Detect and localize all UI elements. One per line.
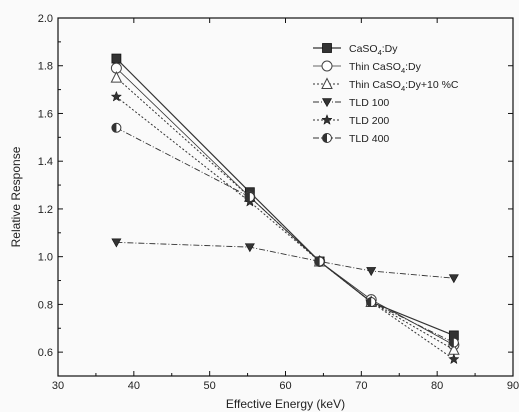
legend-label: CaSO4:Dy [349,43,398,57]
y-tick-label: 1.4 [38,156,53,168]
legend-item-3: Thin CaSO4:Dy+10 %C [313,77,459,93]
x-tick-label: 70 [355,380,367,392]
series-6-point [314,256,325,267]
series-6-point [366,297,377,308]
legend-item-6: TLD 400 [313,133,389,145]
plot-frame [57,17,514,377]
series-5-point [448,353,460,365]
x-tick-label: 60 [279,380,291,392]
x-tick-label: 50 [204,380,216,392]
series-4-point [244,243,255,253]
legend-marker [321,77,333,89]
y-tick-label: 1.2 [38,204,53,216]
series-6-point-fill [111,123,117,133]
series-6-point-fill [366,297,372,307]
x-axis-title: Effective Energy (keV) [226,397,345,411]
series-5-point [110,90,123,102]
legend-label: TLD 400 [349,133,389,145]
x-tick-label: 30 [52,380,64,392]
series-3-line [116,77,455,351]
series-4-point [111,238,122,248]
series-4-line [116,241,454,279]
legend-item-2: Thin CaSO4:Dy [313,60,422,75]
legend-marker [321,60,333,72]
series-6-point-fill [315,256,320,266]
y-tick-label: 1.8 [38,61,53,73]
y-tick-label: 0.6 [38,347,53,359]
series-layer [110,53,460,365]
series-1-line [115,58,455,336]
x-tick-label: 90 [507,380,519,392]
series-1-point [111,53,122,64]
series-4 [111,238,459,284]
series-6-point [244,192,255,202]
series-6 [111,122,459,348]
legend-item-4: TLD 100 [313,97,389,109]
legend-marker [322,43,332,53]
legend-label: Thin CaSO4:Dy [349,61,422,75]
legend-label: TLD 200 [349,115,389,127]
series-4-point [448,274,459,284]
series-3-point [110,71,123,83]
y-tick-label: 1.6 [38,108,53,120]
y-axis-title: Relative Response [9,146,23,247]
y-tick-label: 1.0 [38,252,53,264]
legend-item-1: CaSO4:Dy [313,43,398,57]
series-1 [111,53,459,341]
y-tick-label: 2.0 [38,13,53,25]
series-4-point [366,267,377,277]
y-tick-label: 0.8 [38,299,53,311]
series-6-point-fill [245,192,250,202]
legend-marker-fill [322,133,327,143]
x-tick-label: 80 [431,380,443,392]
legend-marker [321,98,333,108]
series-6-point [448,337,459,348]
legend-marker [321,113,333,125]
legend-label: TLD 100 [349,97,389,109]
legend: CaSO4:Dy Thin CaSO4:Dy Thin CaSO4:Dy+10 %C… [313,43,459,145]
series-6-point-fill [449,338,454,348]
legend-label: Thin CaSO4:Dy+10 %C [349,79,459,93]
legend-item-5: TLD 200 [313,113,389,127]
x-tick-label: 40 [128,380,140,392]
legend-marker [322,133,332,143]
series-3 [110,71,460,355]
axes: 30 40 50 60 70 80 90 0.6 0.8 1.0 1.2 1.4 1.6 1.8 2.0 [38,13,519,392]
series-6-point [111,122,122,133]
series-6-line [116,127,455,343]
